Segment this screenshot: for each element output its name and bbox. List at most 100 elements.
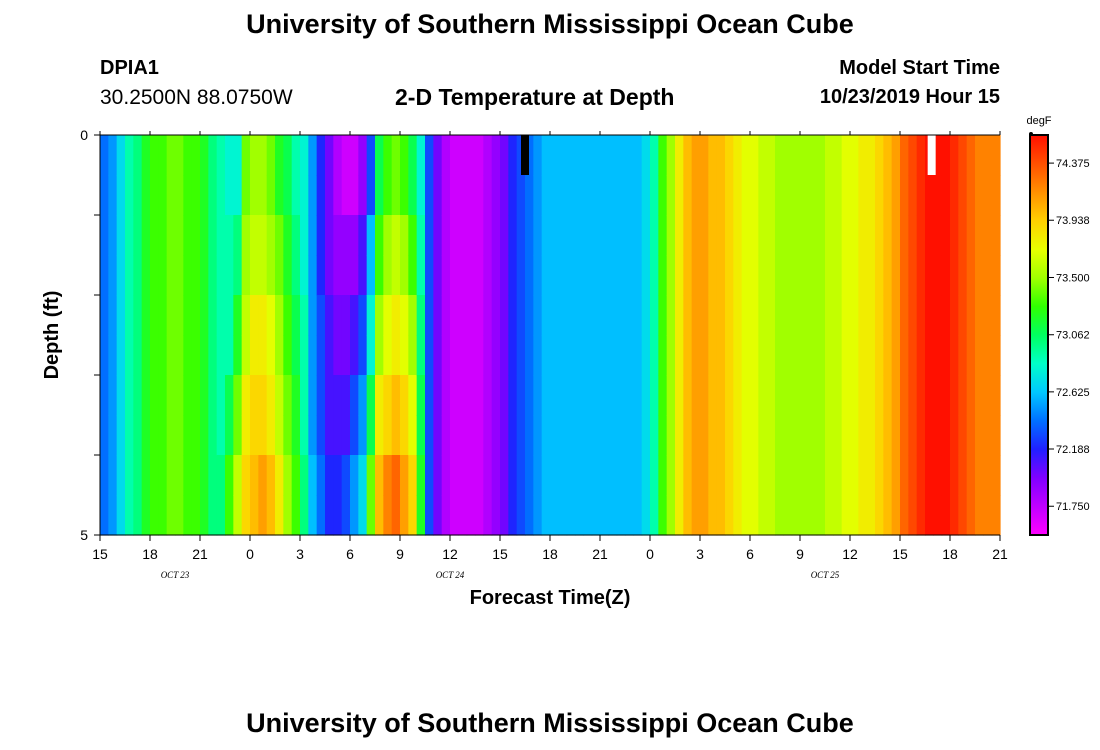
heatmap-cell (666, 255, 676, 296)
heatmap-cell (833, 135, 843, 176)
heatmap-cell (458, 295, 468, 336)
heatmap-cell (858, 175, 868, 216)
heatmap-cell (675, 335, 684, 376)
heatmap-cell (125, 215, 134, 256)
heatmap-cell (225, 135, 234, 176)
heatmap-cell (575, 335, 584, 376)
heatmap-cell (375, 455, 384, 496)
heatmap-cell (916, 375, 926, 416)
heatmap-cell (133, 415, 143, 456)
heatmap-cell (875, 375, 884, 416)
heatmap-cell (691, 495, 701, 536)
x-tick-label: 18 (142, 546, 158, 562)
heatmap-cell (400, 175, 409, 216)
heatmap-cell (208, 335, 218, 376)
heatmap-cell (450, 455, 459, 496)
heatmap-cell (216, 255, 226, 296)
heatmap-cell (108, 415, 118, 456)
heatmap-cell (766, 495, 776, 536)
heatmap-cell (641, 495, 651, 536)
heatmap-cell (783, 295, 793, 336)
heatmap-cell (591, 375, 601, 416)
heatmap-cell (841, 255, 851, 296)
heatmap-cell (441, 495, 451, 536)
heatmap-cell (650, 215, 659, 256)
heatmap-cell (658, 215, 668, 256)
heatmap-cell (541, 215, 551, 256)
heatmap-cell (591, 335, 601, 376)
x-tick-label: 3 (296, 546, 304, 562)
heatmap-cell (775, 455, 784, 496)
heatmap-cell (166, 375, 176, 416)
heatmap-cell (750, 135, 759, 176)
heatmap-cell (450, 415, 459, 456)
heatmap-cell (533, 495, 543, 536)
heatmap-cell (291, 295, 301, 336)
heatmap-cell (658, 135, 668, 176)
heatmap-cell (925, 175, 934, 216)
y-tick-label: 5 (80, 527, 88, 543)
heatmap-cell (966, 455, 976, 496)
heatmap-cell (183, 415, 193, 456)
heatmap-cell (225, 215, 234, 256)
heatmap-cell (983, 215, 993, 256)
heatmap-cell (333, 495, 343, 536)
heatmap-cell (716, 375, 726, 416)
heatmap-cell (425, 495, 434, 536)
heatmap-cell (158, 455, 168, 496)
heatmap-cell (925, 335, 934, 376)
heatmap-cell (241, 335, 251, 376)
heatmap-cell (458, 215, 468, 256)
heatmap-cell (375, 215, 384, 256)
heatmap-cell (708, 255, 718, 296)
heatmap-cell (983, 255, 993, 296)
heatmap-cell (358, 455, 368, 496)
heatmap-cell (900, 295, 909, 336)
heatmap-cell (933, 295, 943, 336)
heatmap-cell (150, 135, 159, 176)
heatmap-cell (533, 295, 543, 336)
heatmap-cell (350, 335, 359, 376)
heatmap-cell (225, 335, 234, 376)
heatmap-cell (258, 455, 268, 496)
heatmap-cell (183, 455, 193, 496)
heatmap-cell (908, 175, 918, 216)
heatmap-cell (716, 255, 726, 296)
heatmap-cell (691, 295, 701, 336)
heatmap-cell (816, 415, 826, 456)
heatmap-cell (766, 415, 776, 456)
heatmap-cell (683, 255, 693, 296)
heatmap-cell (450, 295, 459, 336)
heatmap-cell (833, 455, 843, 496)
heatmap-cell (383, 135, 393, 176)
heatmap-cell (316, 295, 326, 336)
heatmap-cell (100, 375, 109, 416)
heatmap-cell (900, 175, 909, 216)
heatmap-cell (933, 255, 943, 296)
heatmap-cell (683, 135, 693, 176)
heatmap-cell (275, 175, 284, 216)
heatmap-cell (158, 295, 168, 336)
colorbar-tick-label: 72.188 (1056, 444, 1090, 456)
heatmap-cell (150, 415, 159, 456)
heatmap-cell (466, 335, 476, 376)
heatmap-cell (833, 295, 843, 336)
heatmap-cell (325, 375, 334, 416)
heatmap-cell (141, 455, 151, 496)
heatmap-cell (941, 375, 951, 416)
heatmap-cell (408, 455, 418, 496)
heatmap-cell (233, 495, 243, 536)
heatmap-cell (200, 455, 209, 496)
heatmap-cell (491, 495, 501, 536)
heatmap-cell (916, 255, 926, 296)
heatmap-cell (875, 295, 884, 336)
heatmap-cell (233, 215, 243, 256)
heatmap-cell (533, 175, 543, 216)
heatmap-cell (183, 255, 193, 296)
heatmap-cell (700, 295, 709, 336)
heatmap-cell (491, 375, 501, 416)
heatmap-cell (166, 495, 176, 536)
colorbar-gradient (1029, 134, 1049, 536)
heatmap-cell (525, 135, 534, 176)
heatmap-cell (991, 335, 1001, 376)
